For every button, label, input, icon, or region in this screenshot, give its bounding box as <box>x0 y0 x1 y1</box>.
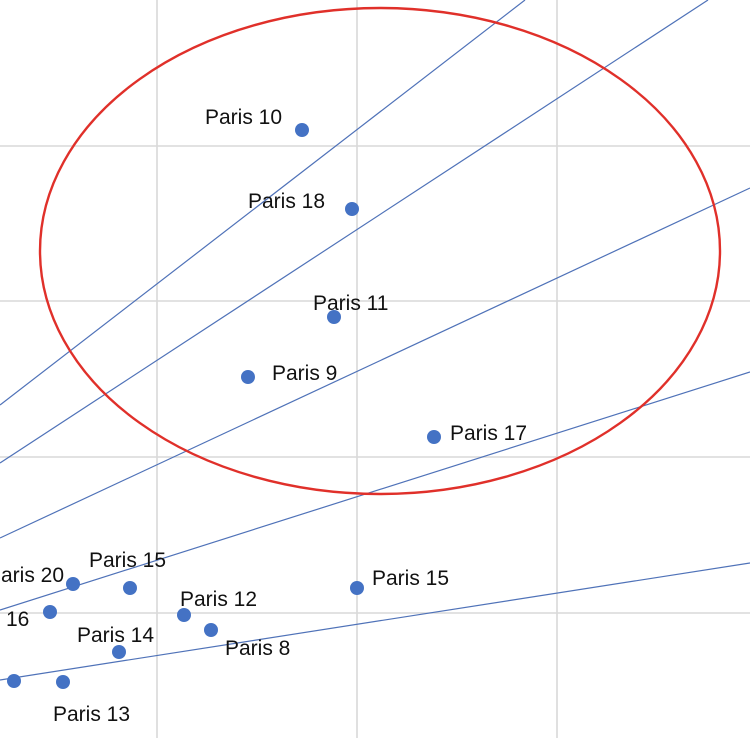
trend-line-0 <box>0 0 526 406</box>
trend-lines <box>0 0 750 681</box>
data-point-0 <box>295 123 309 137</box>
point-label-4: Paris 17 <box>450 422 527 445</box>
data-point-10 <box>204 623 218 637</box>
highlight-region <box>38 6 722 496</box>
trend-line-3 <box>0 371 750 611</box>
data-points <box>7 123 441 689</box>
data-point-9 <box>177 608 191 622</box>
trend-line-4 <box>0 562 750 681</box>
point-label-1: Paris 18 <box>248 190 325 213</box>
point-label-13: Paris 13 <box>53 703 130 726</box>
data-point-4 <box>427 430 441 444</box>
data-point-7 <box>350 581 364 595</box>
data-point-11 <box>112 645 126 659</box>
trend-line-1 <box>0 0 709 464</box>
point-label-5: Paris 20 <box>0 564 64 587</box>
data-point-6 <box>123 581 137 595</box>
data-point-1 <box>345 202 359 216</box>
data-point-8 <box>43 605 57 619</box>
data-point-2 <box>327 310 341 324</box>
point-label-0: Paris 10 <box>205 106 282 129</box>
point-label-10: Paris 8 <box>225 637 290 660</box>
trend-line-2 <box>0 187 750 539</box>
point-label-7: Paris 15 <box>372 567 449 590</box>
point-label-2: Paris 11 <box>313 292 388 315</box>
point-label-9: Paris 12 <box>180 588 257 611</box>
data-point-3 <box>241 370 255 384</box>
point-label-11: Paris 14 <box>77 624 154 647</box>
point-labels: Paris 10 Paris 18 Paris 11 Paris 9 Paris 17 P… <box>0 106 527 726</box>
data-point-13 <box>56 675 70 689</box>
data-point-5 <box>66 577 80 591</box>
point-label-8: 16 <box>6 608 29 631</box>
highlight-ellipse <box>38 6 722 496</box>
point-label-3: Paris 9 <box>272 362 337 385</box>
data-point-12 <box>7 674 21 688</box>
point-label-6: Paris 15 <box>89 549 166 572</box>
